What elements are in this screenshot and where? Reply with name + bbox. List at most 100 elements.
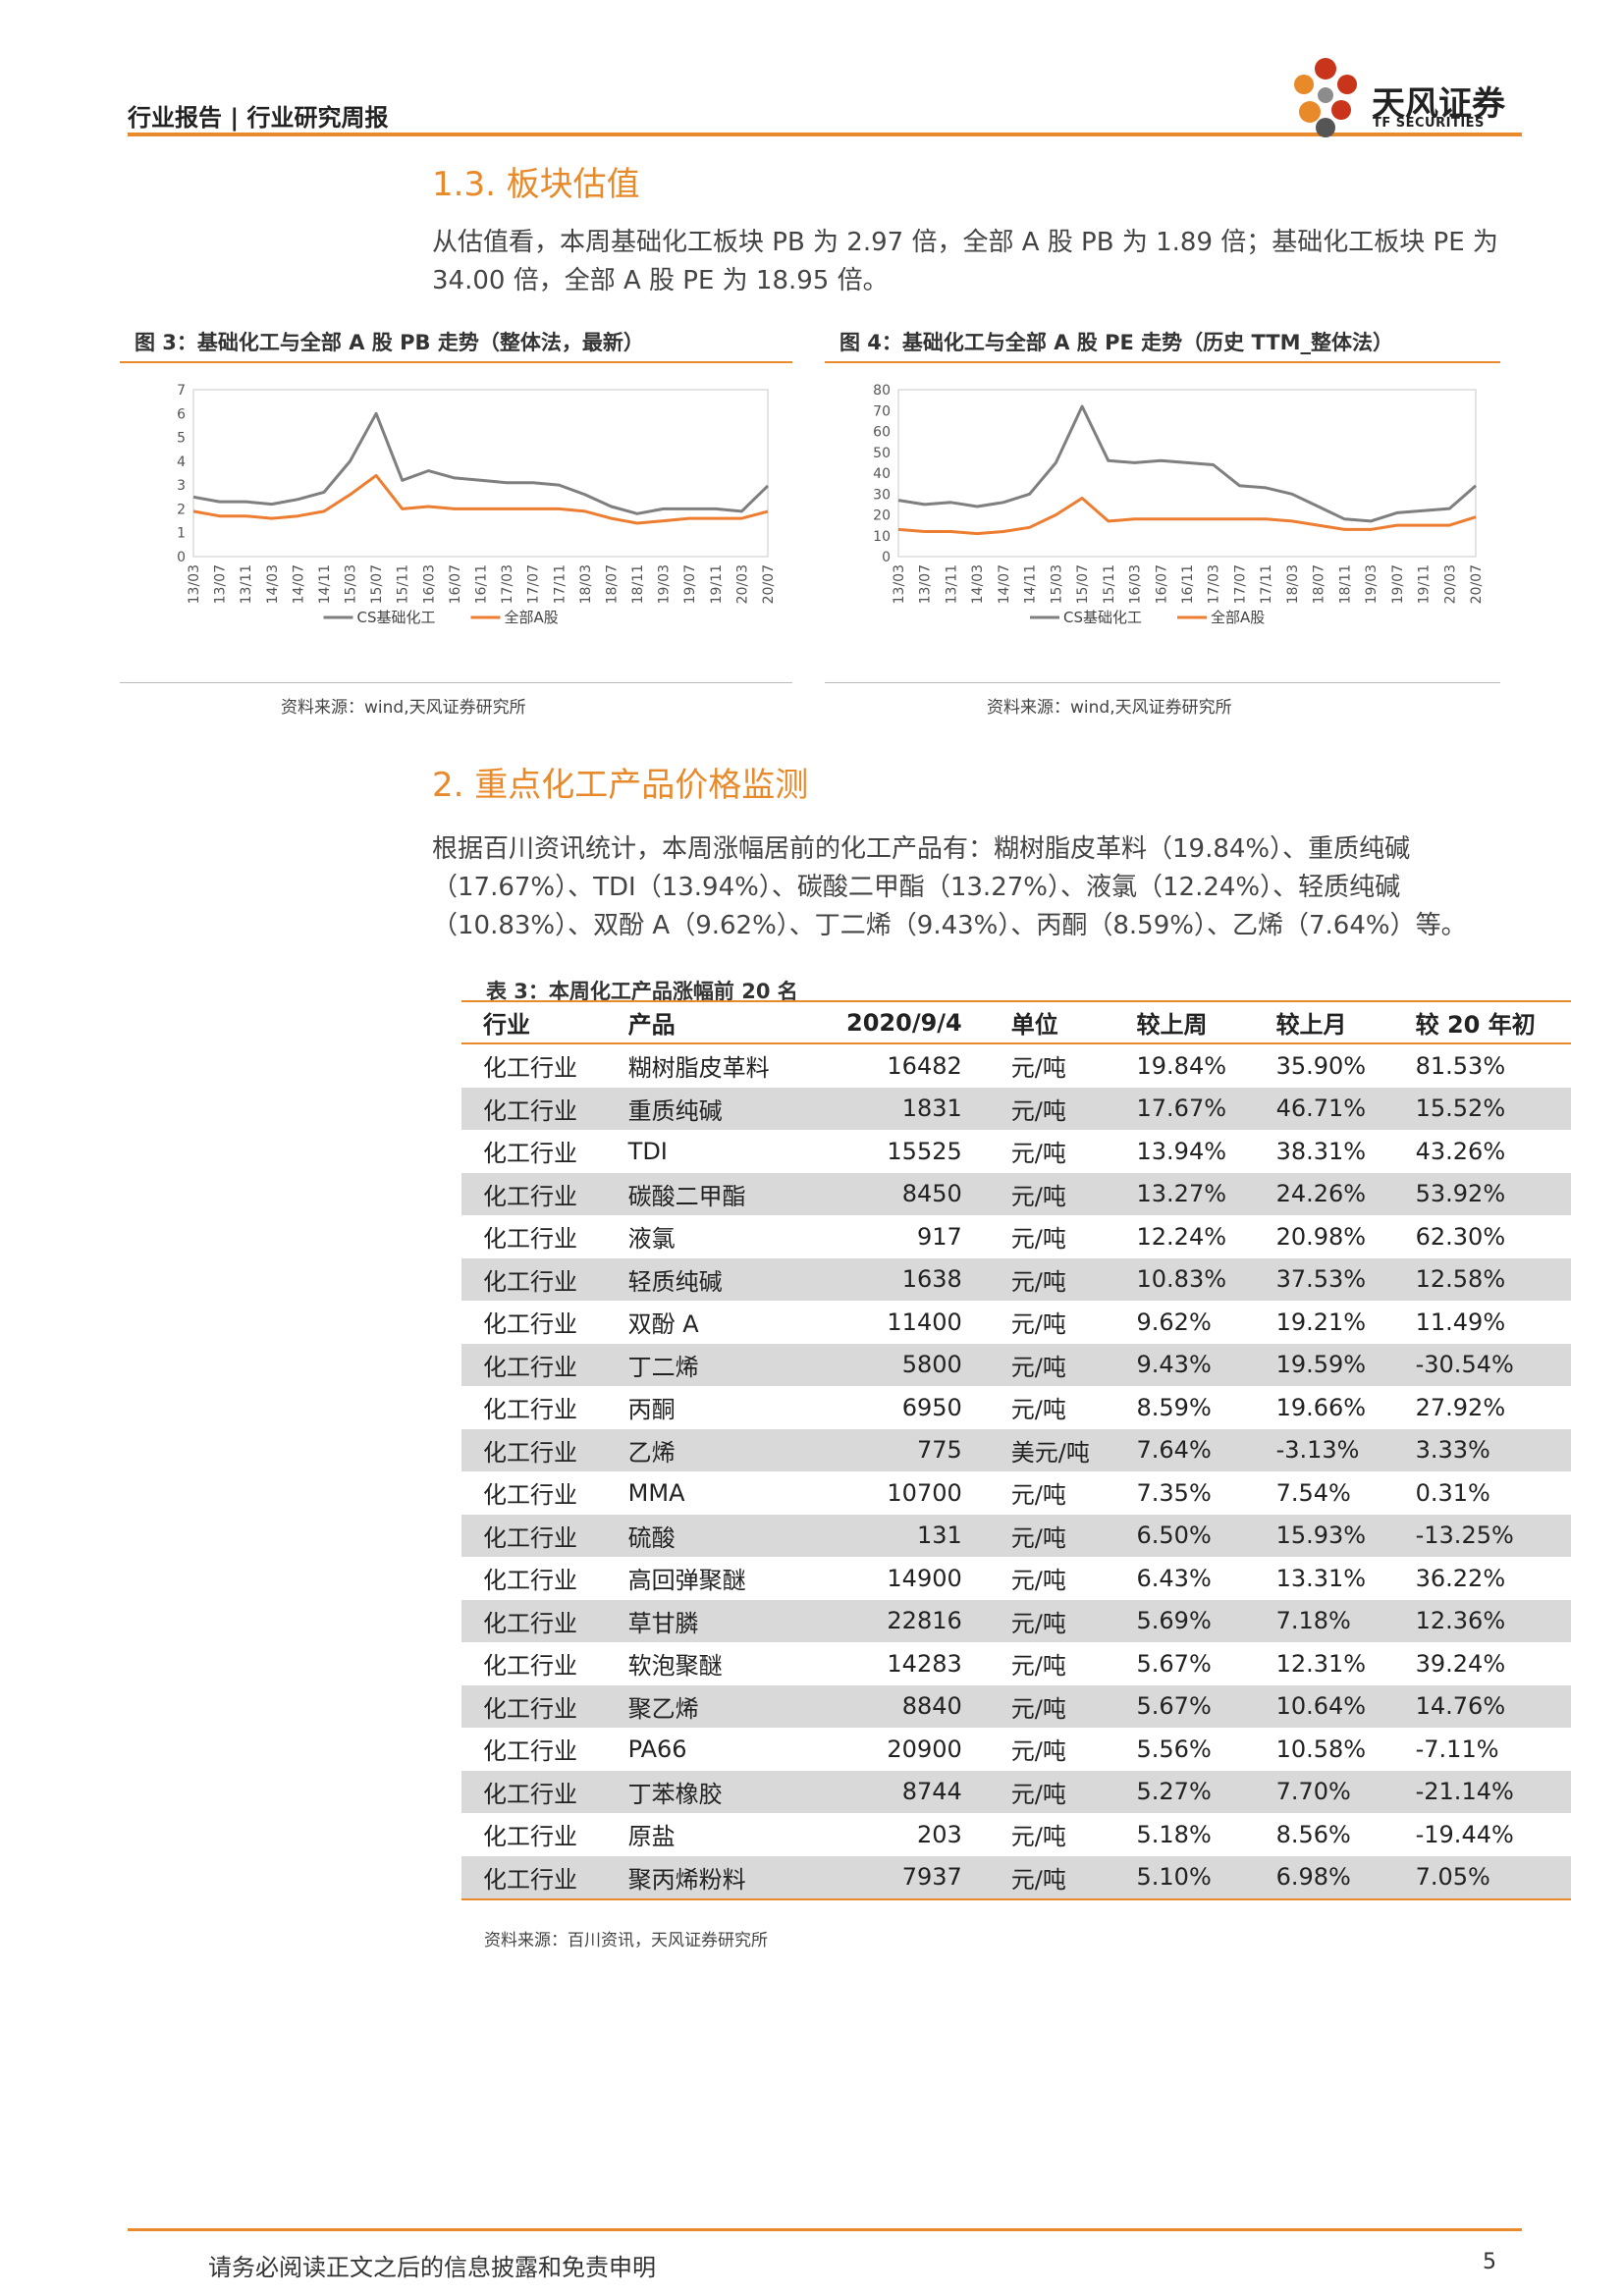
- x-tick-label: 13/07: [213, 564, 229, 604]
- table-cell: 20.98%: [1275, 1222, 1367, 1251]
- table-cell: 14900: [887, 1564, 962, 1592]
- table-header-cell: 单位: [989, 1000, 1115, 1044]
- x-tick-label: 16/11: [1180, 564, 1196, 604]
- plot-area: [897, 389, 1477, 558]
- x-tick-label: 20/07: [761, 564, 777, 604]
- table-cell: 19.84%: [1136, 1051, 1227, 1080]
- table-cell: 元/吨: [989, 1770, 1115, 1813]
- table-cell: 元/吨: [989, 1087, 1115, 1130]
- table-cell: 化工行业: [483, 1652, 577, 1681]
- table-row: 化工行业 软泡聚醚 14283 元/吨 5.67% 12.31% 39.24%: [461, 1642, 1571, 1685]
- table-cell: 9.62%: [1136, 1308, 1212, 1336]
- table-cell: 8.59%: [1136, 1393, 1212, 1421]
- table-cell: -21.14%: [1393, 1770, 1571, 1813]
- table-cell: 元/吨: [989, 1257, 1115, 1301]
- table-cell: 13.31%: [1275, 1564, 1367, 1592]
- y-tick-label: 20: [873, 508, 891, 524]
- figure-3-title: 图 3：基础化工与全部 A 股 PB 走势（整体法，最新）: [135, 331, 644, 354]
- table-cell: 元/吨: [1010, 1054, 1066, 1083]
- table-cell: 7.35%: [1136, 1478, 1212, 1507]
- x-tick-label: 16/11: [474, 564, 490, 604]
- table-row: 化工行业 丙酮 6950 元/吨 8.59% 19.66% 27.92%: [461, 1386, 1571, 1429]
- table-cell: 6.50%: [1114, 1514, 1255, 1557]
- x-tick-label: 13/11: [944, 564, 959, 604]
- table-cell: 7937: [810, 1855, 990, 1900]
- figure-4-rule: [825, 361, 1500, 363]
- figure-3-bottom-rule: [120, 682, 792, 683]
- table-cell: 化工行业: [483, 1481, 577, 1510]
- x-tick-label: 15/07: [1075, 564, 1091, 604]
- table-header-cell: 2020/9/4: [810, 1000, 990, 1044]
- table-cell: 化工行业: [461, 1172, 607, 1215]
- x-tick-label: 13/03: [187, 564, 202, 604]
- y-tick-label: 50: [873, 446, 891, 461]
- table-cell: 7.70%: [1254, 1770, 1394, 1813]
- table-cell: 元/吨: [1010, 1396, 1066, 1424]
- logo-icon: [1294, 58, 1357, 137]
- table-cell: 15.52%: [1393, 1087, 1571, 1130]
- table-cell: 化工行业: [483, 1567, 577, 1595]
- page-number: 5: [1483, 2250, 1496, 2274]
- x-tick-label: 18/11: [630, 564, 646, 604]
- x-tick-label: 19/11: [1417, 564, 1433, 604]
- table-cell: 36.22%: [1415, 1564, 1506, 1592]
- table-cell: 3.33%: [1393, 1428, 1571, 1471]
- table-cell: 10.83%: [1114, 1257, 1255, 1301]
- table-cell: 5.27%: [1114, 1770, 1255, 1813]
- table-cell: 0.31%: [1415, 1478, 1490, 1507]
- table-cell: 20900: [887, 1735, 962, 1763]
- table-cell: 7.18%: [1254, 1599, 1394, 1642]
- table-cell: 美元/吨: [989, 1428, 1115, 1471]
- plot-area: [192, 389, 769, 558]
- table-cell: 13.94%: [1136, 1137, 1227, 1165]
- table-cell: -13.25%: [1393, 1514, 1571, 1557]
- table-cell: 乙烯: [606, 1428, 811, 1471]
- table-cell: 元/吨: [1010, 1140, 1066, 1168]
- x-tick-label: 20/07: [1469, 564, 1485, 604]
- table-row: 化工行业 碳酸二甲酯 8450 元/吨 13.27% 24.26% 53.92%: [461, 1172, 1571, 1215]
- table-cell: 化工行业: [461, 1343, 607, 1386]
- table-cell: 16482: [887, 1051, 962, 1080]
- table-row: 化工行业 液氯 917 元/吨 12.24% 20.98% 62.30%: [461, 1215, 1571, 1258]
- x-tick-label: 19/07: [1390, 564, 1406, 604]
- y-tick-label: 0: [882, 550, 891, 565]
- series-line-0: [192, 411, 770, 515]
- table-cell: 7.54%: [1275, 1478, 1351, 1507]
- table-cell: 11.49%: [1415, 1308, 1506, 1336]
- header-divider: [128, 133, 1522, 136]
- table-cell: 38.31%: [1275, 1137, 1367, 1165]
- table-cell: 27.92%: [1415, 1393, 1506, 1421]
- table-row: 化工行业 乙烯 775 美元/吨 7.64% -3.13% 3.33%: [461, 1428, 1571, 1471]
- pe-line-chart: 0 10 20 30 40 50 60 70 80 13/03 13/07 13/11 14/03 14/…: [873, 383, 1485, 626]
- table-cell: 5.67%: [1114, 1684, 1255, 1728]
- table-cell: 化工行业: [461, 1599, 607, 1642]
- table-cell: 轻质纯碱: [606, 1257, 811, 1301]
- x-tick-label: 19/03: [1364, 564, 1380, 604]
- table-header-cell: 较上周: [1114, 1000, 1255, 1044]
- x-tick-label: 17/07: [526, 564, 542, 604]
- table-cell: 元/吨: [989, 1684, 1115, 1728]
- table-cell: 7.05%: [1393, 1855, 1571, 1900]
- x-tick-label: 16/07: [1154, 564, 1169, 604]
- table-cell: 19.59%: [1254, 1343, 1394, 1386]
- table-cell: 12.24%: [1136, 1222, 1227, 1251]
- table-cell: 化工行业: [461, 1428, 607, 1471]
- y-tick-label: 60: [873, 425, 891, 441]
- table-cell: 高回弹聚醚: [627, 1567, 746, 1595]
- table-row: 化工行业 PA66 20900 元/吨 5.56% 10.58% -7.11%: [461, 1728, 1571, 1771]
- table-cell: 8744: [810, 1770, 990, 1813]
- table-3-source: 资料来源：百川资讯，天风证券研究所: [484, 1931, 768, 1950]
- x-tick-label: 17/11: [552, 564, 568, 604]
- table-cell: 15.93%: [1254, 1514, 1394, 1557]
- table-row: 化工行业 草甘膦 22816 元/吨 5.69% 7.18% 12.36%: [461, 1599, 1571, 1642]
- table-cell: 5.69%: [1114, 1599, 1255, 1642]
- table-cell: 化工行业: [483, 1396, 577, 1424]
- figure-3-source: 资料来源：wind,天风证券研究所: [281, 698, 526, 718]
- x-tick-label: 19/11: [709, 564, 725, 604]
- table-cell: 12.58%: [1393, 1257, 1571, 1301]
- table-cell: 1831: [810, 1087, 990, 1130]
- table-cell: 糊树脂皮革料: [627, 1054, 770, 1083]
- price-table: 行业 产品 2020/9/4 单位 较上周 较上月较 20 年初 化工行业 糊树脂皮革料 16…: [461, 1000, 1571, 1900]
- x-tick-label: 13/07: [918, 564, 934, 604]
- table-cell: 化工行业: [461, 1514, 607, 1557]
